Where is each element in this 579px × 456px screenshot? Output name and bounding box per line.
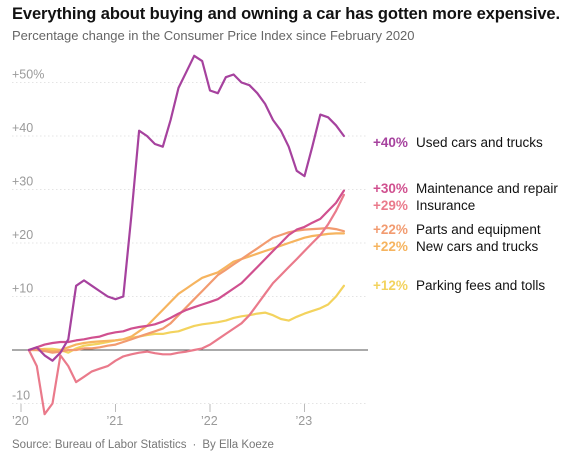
source-text: Source: Bureau of Labor Statistics [12, 439, 187, 451]
series-end-value: +12% [373, 278, 408, 293]
separator: · [192, 439, 197, 451]
x-tick-label: ’22 [201, 414, 218, 428]
y-tick-label: -10 [12, 389, 30, 403]
series-line-used-cars-and-trucks [27, 54, 345, 362]
y-axis-ticks: +50% +40 +30 +20 +10 -10 [12, 68, 44, 403]
series-end-value: +29% [373, 198, 408, 213]
x-tick-label: ’21 [107, 414, 124, 428]
series-name-label: Used cars and trucks [416, 135, 543, 150]
series-name-label: Maintenance and repair [416, 181, 558, 196]
series-lines [27, 54, 345, 416]
series-name-label: Insurance [416, 198, 475, 213]
y-tick-label: +50% [12, 68, 44, 82]
series-end-labels: +40% Used cars and trucks +30% Maintenance … [373, 135, 558, 293]
y-tick-label: +20 [12, 228, 33, 242]
series-line-new-cars-and-trucks [27, 232, 345, 353]
chart-title: Everything about buying and owning a car… [12, 5, 560, 23]
source-line: Source: Bureau of Labor Statistics · By El… [12, 439, 274, 451]
series-line-parking-fees-and-tolls [27, 284, 345, 354]
y-tick-label: +30 [12, 175, 33, 189]
series-end-value: +30% [373, 181, 408, 196]
series-line-insurance [27, 193, 345, 416]
series-end-value: +22% [373, 239, 408, 254]
series-end-value: +40% [373, 135, 408, 150]
y-tick-label: +40 [12, 121, 33, 135]
chart-subtitle: Percentage change in the Consumer Price … [12, 28, 415, 43]
series-line-parts-and-equipment [27, 226, 345, 354]
grid-lines [12, 82, 368, 404]
series-name-label: Parts and equipment [416, 222, 541, 237]
series-end-value: +22% [373, 222, 408, 237]
series-name-label: New cars and trucks [416, 239, 539, 254]
x-tick-label: ’23 [296, 414, 313, 428]
series-line-maintenance-and-repair [27, 189, 345, 352]
x-axis-ticks: ’20 ’21 ’22 ’23 [12, 404, 312, 428]
x-tick-label: ’20 [12, 414, 29, 428]
y-tick-label: +10 [12, 282, 33, 296]
byline: By Ella Koeze [202, 439, 274, 451]
series-name-label: Parking fees and tolls [416, 278, 545, 293]
